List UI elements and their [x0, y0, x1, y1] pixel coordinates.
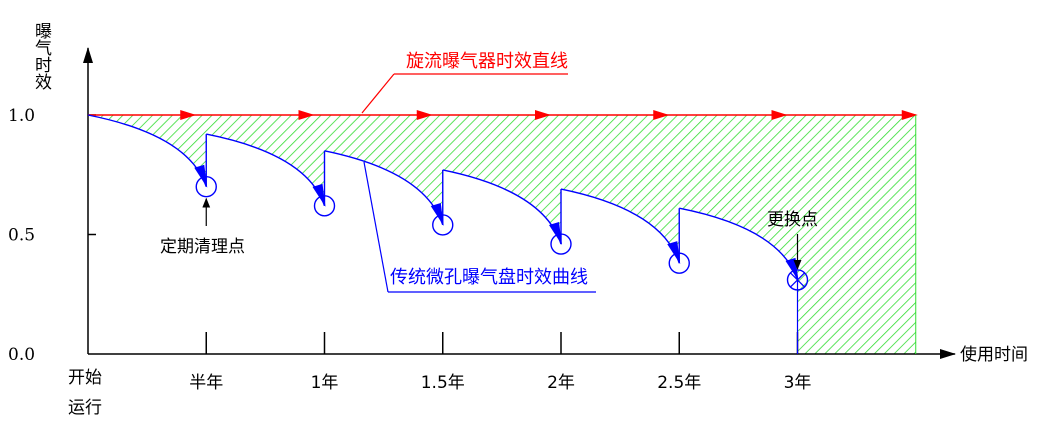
red-line-arrowhead: [535, 110, 551, 120]
cleaning-point: [668, 252, 690, 274]
red-line-arrowhead: [180, 110, 197, 120]
cleaning-point: [195, 175, 217, 198]
cleaning-point: [313, 195, 336, 217]
y-tick-label: 1.0: [8, 106, 35, 126]
red-line-arrowhead: [653, 110, 670, 120]
red-line-arrowhead: [771, 110, 788, 120]
replace-point-circle: [786, 269, 809, 291]
x-tick-label: 1.5年: [421, 373, 465, 393]
efficiency-gap-area: [88, 115, 916, 354]
x-tick-label: 2年: [547, 373, 575, 393]
x-tick-label: 2.5年: [657, 373, 701, 393]
x-origin-label-line1: 开始: [68, 368, 102, 388]
cleaning-point: [550, 233, 572, 255]
x-ticks: 半年 1年 1.5年 2年 2.5年 3年: [189, 332, 811, 393]
annotation-blue-leader-diag: [363, 161, 389, 293]
series-line-microporous-disc: [87, 114, 799, 354]
x-tick-label: 半年: [189, 373, 223, 393]
x-tick-label: 3年: [784, 373, 812, 393]
annotation-blue-curve: 传统微孔曝气盘时效曲线: [390, 267, 588, 288]
y-ticks: 1.0 0.5 0.0: [8, 106, 96, 365]
annotation-red-line: 旋流曝气器时效直线: [406, 51, 568, 72]
y-axis-label: 曝气时效: [31, 22, 52, 90]
red-line-arrowhead: [416, 110, 433, 120]
curve-arrowhead: [194, 164, 208, 188]
red-line-arrows: [180, 110, 918, 120]
annotation-replace: 更换点: [767, 210, 818, 230]
curve-arrowhead: [549, 222, 562, 246]
red-line-arrowhead: [901, 110, 918, 120]
annotation-red-leader-diag: [361, 73, 395, 114]
cleaning-points: [195, 175, 690, 274]
curve-arrowhead: [312, 183, 326, 207]
x-tick-label: 1年: [311, 373, 339, 393]
annotation-cleaning: 定期清理点: [160, 237, 245, 257]
red-line-arrowhead: [298, 110, 315, 120]
cleaning-point: [432, 214, 454, 236]
replace-point-cross: [790, 272, 805, 288]
curve-arrowhead: [667, 241, 681, 265]
y-tick-label: 0.0: [8, 345, 35, 365]
replace-point: [786, 269, 809, 291]
y-tick-label: 0.5: [8, 226, 35, 246]
x-origin-label-line2: 运行: [68, 398, 102, 418]
x-axis-label: 使用时间: [960, 344, 1028, 365]
curve-arrowhead: [430, 202, 444, 226]
